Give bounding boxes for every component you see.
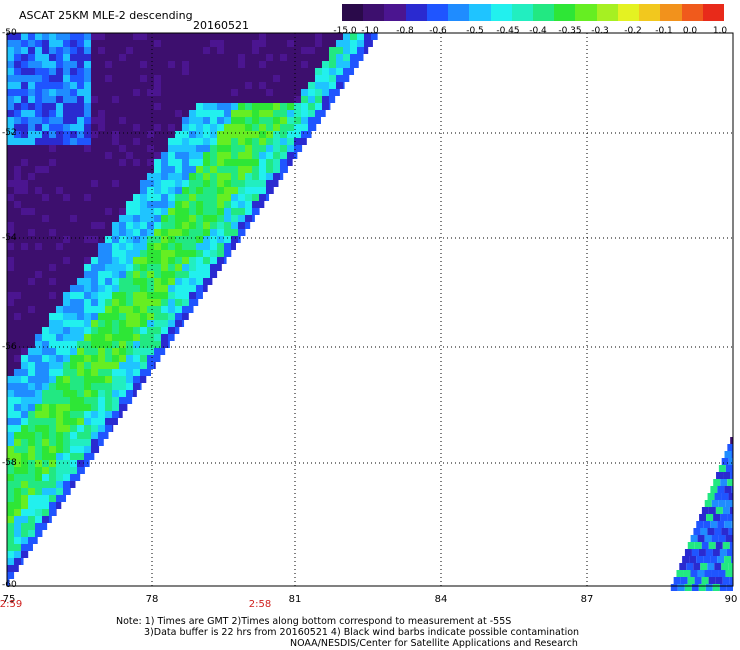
colorbar-tick-label: 0.0	[682, 26, 698, 36]
colorbar-tick-label: -0.1	[655, 26, 673, 36]
colorbar-tick-label: -15.0	[333, 26, 357, 36]
colorbar	[342, 4, 724, 21]
footer-credit: NOAA/NESDIS/Center for Satellite Applica…	[290, 638, 578, 649]
colorbar-tick-label: 1.0	[712, 26, 728, 36]
colorbar-swatch-15	[660, 4, 682, 21]
colorbar-swatch-11	[575, 4, 597, 21]
lon-label-75: 75	[2, 594, 16, 605]
chart-title: ASCAT 25KM MLE-2 descending	[19, 9, 193, 22]
colorbar-swatch-5	[448, 4, 470, 21]
colorbar-swatch-6	[469, 4, 491, 21]
data-swath	[7, 33, 733, 591]
colorbar-swatch-2	[384, 4, 406, 21]
colorbar-swatch-13	[617, 4, 640, 21]
time-label-left: 2:59	[0, 599, 23, 610]
colorbar-tick-label: -0.8	[396, 26, 414, 36]
colorbar-tick-label: -0.5	[466, 26, 484, 36]
colorbar-swatch-7	[490, 4, 512, 21]
colorbar-tick-label: -0.6	[429, 26, 447, 36]
colorbar-tick-label: -1.0	[361, 26, 379, 36]
footer-note-line1: Note: 1) Times are GMT 2)Times along bot…	[116, 616, 512, 627]
colorbar-swatch-10	[554, 4, 576, 21]
colorbar-swatch-9	[532, 4, 555, 21]
grid-lines	[7, 33, 733, 586]
lat-label-54: -54	[2, 233, 17, 243]
colorbar-tick-label: -0.2	[624, 26, 642, 36]
time-label-middle: 2:58	[248, 599, 272, 610]
lon-label-87: 87	[580, 594, 594, 605]
colorbar-swatch-14	[639, 4, 661, 21]
colorbar-swatch-16	[681, 4, 703, 21]
colorbar-swatch-3	[405, 4, 427, 21]
colorbar-swatch-12	[596, 4, 618, 21]
chart-date: 20160521	[193, 19, 249, 32]
lon-label-81: 81	[288, 594, 302, 605]
lat-label-52: -52	[2, 128, 17, 138]
map-frame	[6, 32, 734, 587]
footer-note-line2: 3)Data buffer is 22 hrs from 20160521 4)…	[144, 627, 580, 638]
lat-label-58: -58	[2, 458, 17, 468]
colorbar-swatch-17	[702, 4, 724, 21]
colorbar-tick-label: -0.45	[496, 26, 520, 36]
colorbar-tick-label: -0.35	[558, 26, 582, 36]
lat-label-60: -60	[2, 580, 17, 590]
colorbar-swatch-0	[342, 4, 364, 21]
colorbar-swatch-1	[363, 4, 385, 21]
lon-label-84: 84	[434, 594, 448, 605]
lon-label-90: 90	[724, 594, 738, 605]
colorbar-tick-label: -0.3	[591, 26, 609, 36]
colorbar-swatch-8	[511, 4, 533, 21]
lat-label-56: -56	[2, 342, 17, 352]
lon-label-78: 78	[145, 594, 159, 605]
colorbar-tick-label: -0.4	[529, 26, 547, 36]
lat-label-50: -50	[2, 28, 17, 38]
colorbar-swatch-4	[426, 4, 449, 21]
